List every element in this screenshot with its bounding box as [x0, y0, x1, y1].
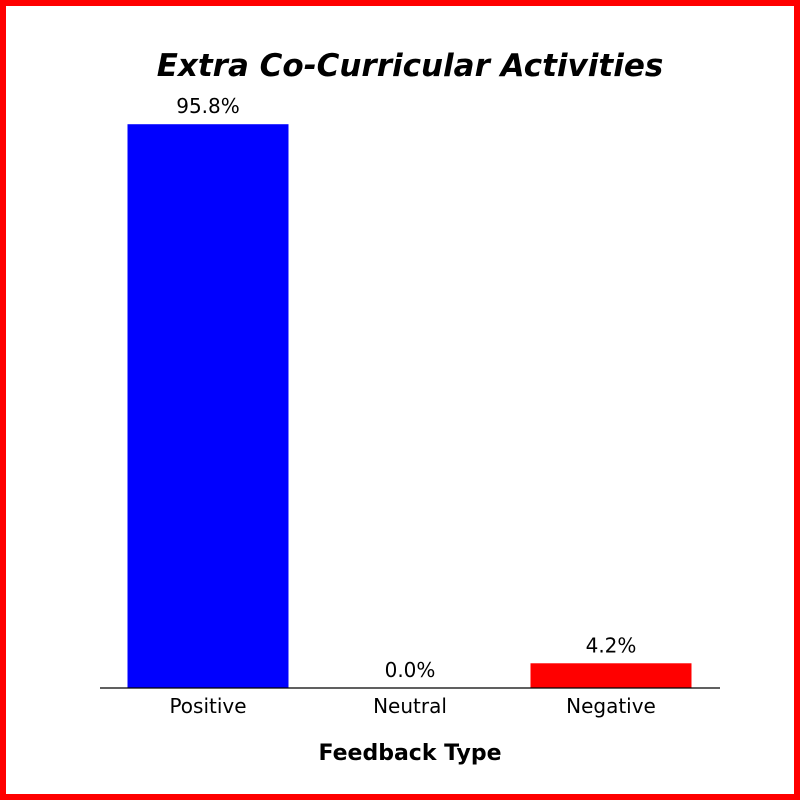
data-label-neutral: 0.0% [385, 658, 436, 682]
bar-negative [530, 663, 692, 688]
bars-group [127, 124, 692, 689]
x-axis-label: Feedback Type [318, 741, 501, 766]
tick-label-negative: Negative [566, 694, 656, 718]
data-label-negative: 4.2% [586, 633, 637, 657]
chart-title: Extra Co-Curricular Activities [157, 48, 664, 84]
bar-positive [127, 124, 289, 689]
data-labels: 95.8% 0.0% 4.2% [176, 94, 636, 682]
x-tick-labels: Positive Neutral Negative [169, 694, 655, 718]
data-label-positive: 95.8% [176, 94, 240, 118]
tick-label-neutral: Neutral [373, 694, 447, 718]
bar-chart: Extra Co-Curricular Activities Positive N… [100, 48, 720, 766]
tick-label-positive: Positive [169, 694, 246, 718]
